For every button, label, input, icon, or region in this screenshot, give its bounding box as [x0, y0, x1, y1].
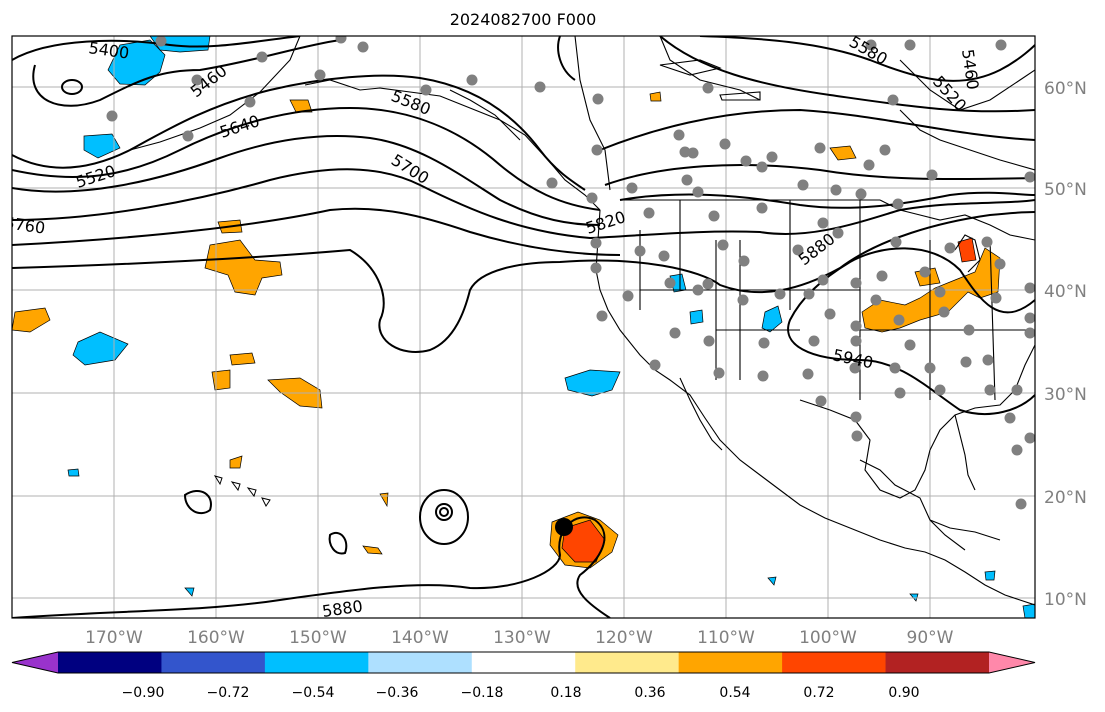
colorbar-bin [58, 652, 162, 673]
contour-label: 5760 [3, 213, 46, 237]
colorbar-outline [11, 651, 1036, 674]
colorbar-bin [471, 652, 576, 673]
map-title: 2024082700 F000 [449, 10, 597, 29]
colorbar-tick-label: 0.72 [803, 685, 834, 701]
colorbar [11, 651, 1036, 674]
colorbar-tick-label: −0.90 [122, 685, 165, 701]
colorbar-bin [782, 652, 887, 673]
colorbar-bin [161, 652, 266, 673]
colorbar-tick-label: 0.36 [634, 685, 665, 701]
colorbar-tick-label: −0.72 [207, 685, 250, 701]
negative-anomaly-areas [67, 36, 1035, 618]
strong-positive-anomaly-areas [561, 237, 977, 563]
colorbar-bin [885, 652, 990, 673]
lat-label: 60°N [1044, 79, 1087, 99]
hawaiian-islands [213, 475, 271, 507]
colorbar-bin [575, 652, 680, 673]
latitude-labels: 60°N 50°N 40°N 30°N 20°N 10°N [1044, 79, 1087, 610]
colorbar-bin [678, 652, 783, 673]
lat-label: 50°N [1044, 180, 1087, 200]
map-frame [11, 35, 1036, 619]
colorbar-tick-labels: −0.90 −0.72 −0.54 −0.36 −0.18 0.18 0.36 … [122, 685, 920, 701]
lon-label: 120°W [595, 628, 653, 648]
longitude-labels: 170°W 160°W 150°W 140°W 130°W 120°W 110°… [85, 628, 954, 648]
lat-label: 30°N [1044, 385, 1087, 405]
lat-label: 10°N [1044, 590, 1087, 610]
colorbar-extend-high [989, 652, 1035, 673]
lon-label: 150°W [289, 628, 347, 648]
coastlines-and-borders [129, 36, 1035, 606]
lon-label: 100°W [799, 628, 857, 648]
contour-label: 5880 [321, 596, 364, 620]
lon-label: 170°W [85, 628, 143, 648]
colorbar-bin [264, 652, 369, 673]
colorbar-tick-label: 0.18 [550, 685, 581, 701]
lat-label: 40°N [1044, 282, 1087, 302]
lon-label: 140°W [391, 628, 449, 648]
gridlines [12, 36, 1035, 618]
colorbar-bin [368, 652, 473, 673]
colorbar-tick-label: −0.36 [376, 685, 419, 701]
lat-label: 20°N [1044, 488, 1087, 508]
storm-center-marker [555, 518, 573, 536]
lon-label: 110°W [697, 628, 755, 648]
colorbar-tick-label: 0.54 [719, 685, 750, 701]
colorbar-extend-low [12, 652, 58, 673]
colorbar-tick-label: −0.18 [461, 685, 504, 701]
colorbar-tick-label: −0.54 [292, 685, 335, 701]
station-markers [106, 36, 1035, 510]
lon-label: 160°W [187, 628, 245, 648]
colorbar-tick-label: 0.90 [888, 685, 919, 701]
lon-label: 90°W [907, 628, 954, 648]
lon-label: 130°W [493, 628, 551, 648]
height-contours [12, 36, 1035, 618]
